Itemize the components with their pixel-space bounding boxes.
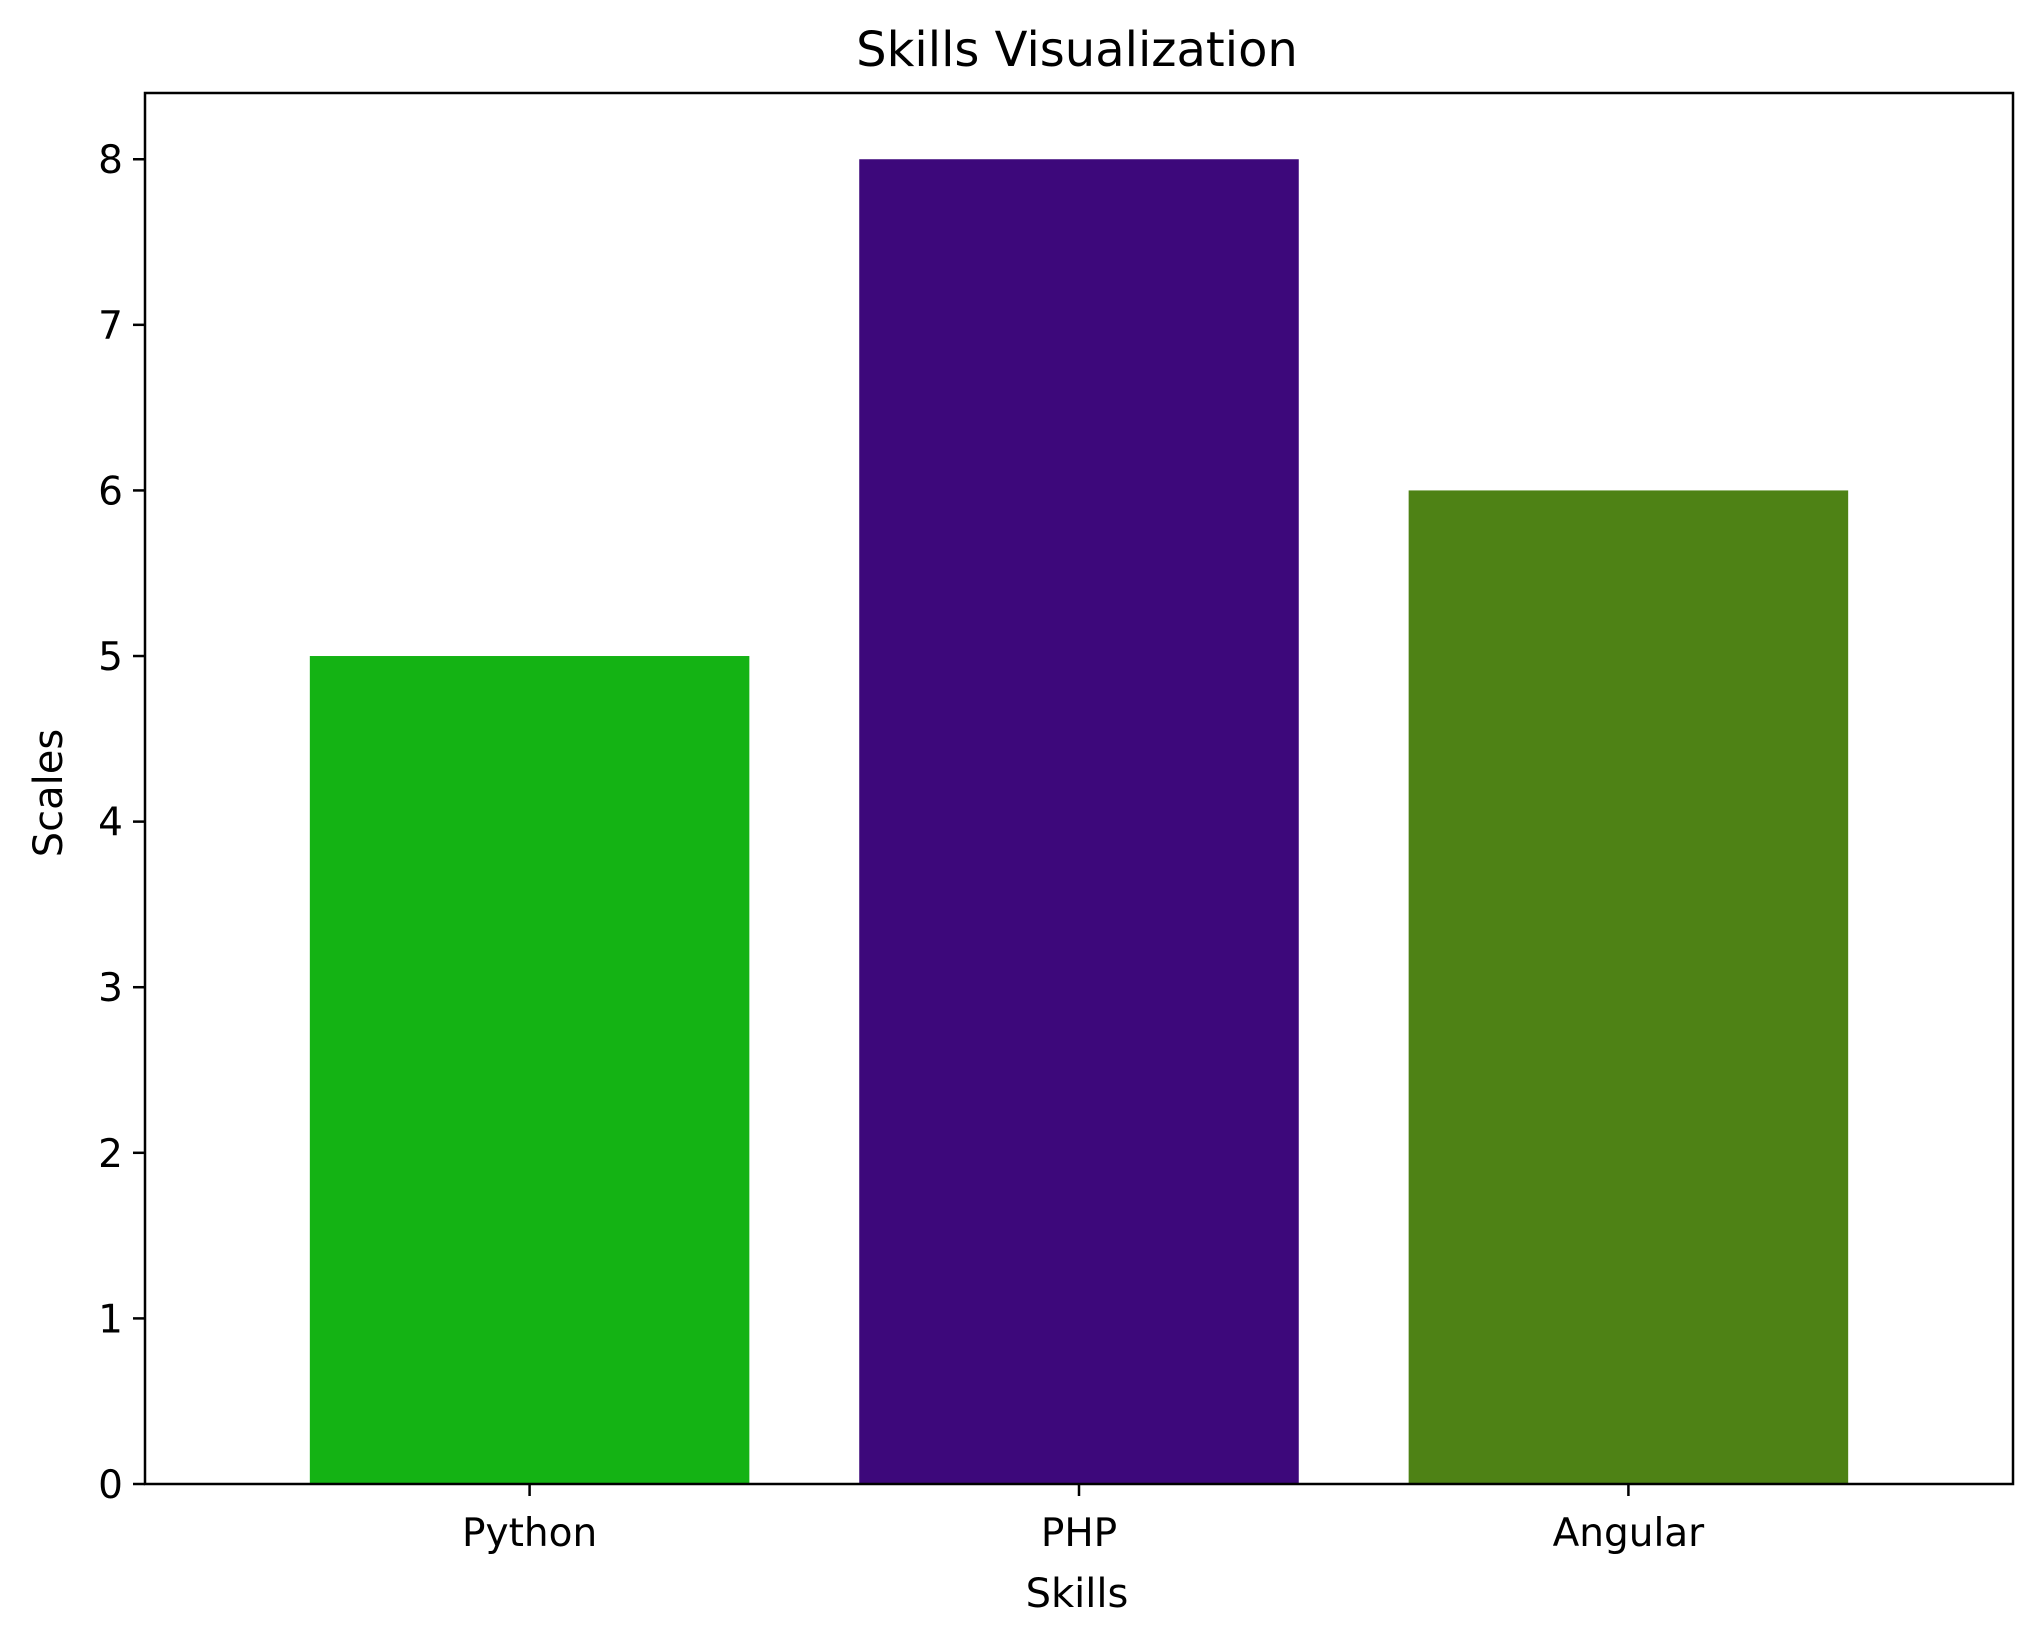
y-tick-label: 8 [98, 138, 123, 183]
y-tick-label: 3 [98, 966, 123, 1011]
y-tick-label: 0 [98, 1463, 123, 1508]
x-tick-label: PHP [1041, 1511, 1117, 1556]
chart-title: Skills Visualization [856, 22, 1298, 78]
y-tick-label: 7 [98, 304, 123, 349]
bar-angular [1408, 490, 1849, 1484]
plot-area: 0 1 2 3 4 5 6 7 8 Python PHP Angular [98, 91, 2015, 1556]
bar-php [859, 159, 1299, 1485]
x-tick-label: Angular [1553, 1511, 1706, 1556]
y-tick-label: 2 [98, 1132, 123, 1177]
y-tick-label: 4 [98, 801, 123, 846]
bar-python [309, 656, 750, 1484]
y-tick-label: 1 [98, 1297, 123, 1342]
y-axis-label: Scales [26, 729, 72, 857]
x-axis-label: Skills [1026, 1571, 1129, 1617]
y-tick-label: 5 [98, 635, 123, 680]
y-tick-label: 6 [98, 469, 123, 514]
x-tick-label: Python [462, 1511, 597, 1556]
